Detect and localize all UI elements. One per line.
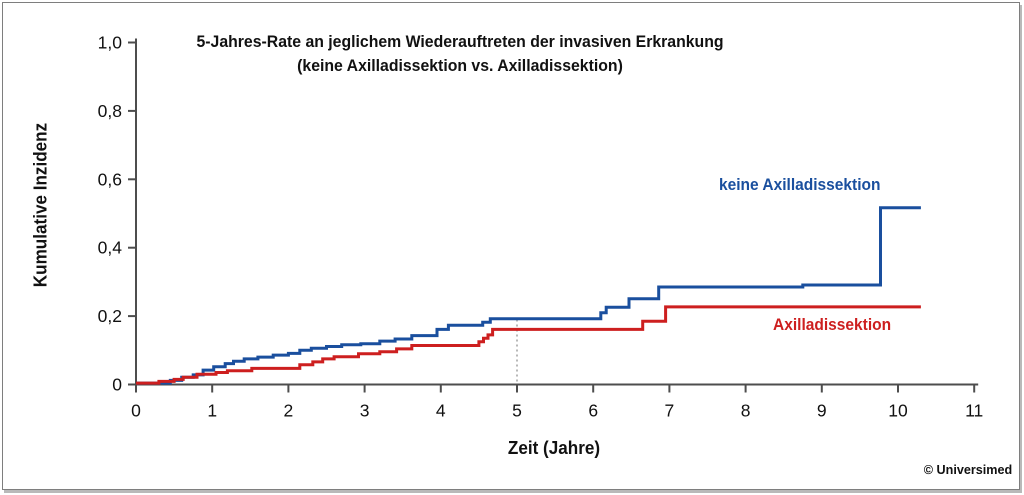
- y-tick-label: 0,4: [98, 238, 123, 258]
- y-tick-label: 0,8: [98, 101, 122, 121]
- x-axis-label: Zeit (Jahre): [507, 438, 601, 458]
- x-tick-label: 5: [512, 401, 522, 421]
- y-tick-label: 0,6: [98, 169, 122, 189]
- x-tick-label: 0: [131, 401, 141, 421]
- chart-title: 5-Jahres-Rate an jeglichem Wiederauftret…: [196, 30, 723, 78]
- y-tick-label: 1,0: [98, 33, 123, 53]
- curve-axilladissektion: [136, 305, 921, 385]
- x-tick-label: 4: [436, 401, 446, 421]
- series-label-keine-axilladissektion: keine Axilladissektion: [719, 176, 881, 194]
- x-tick-label: 8: [741, 401, 751, 421]
- x-tick-label: 11: [965, 401, 983, 421]
- y-tick-label: 0,2: [98, 306, 122, 326]
- y-tick-label: 0: [112, 375, 122, 395]
- x-tick-label: 1: [207, 401, 217, 421]
- x-tick-label: 10: [888, 401, 908, 421]
- x-tick-label: 3: [360, 401, 370, 421]
- x-tick-label: 7: [665, 401, 675, 421]
- chart-title-line2: (keine Axilladissektion vs. Axilladissek…: [297, 56, 623, 75]
- chart-title-line1: 5-Jahres-Rate an jeglichem Wiederauftret…: [196, 32, 724, 51]
- credit-text: © Universimed: [923, 462, 1012, 477]
- x-tick-label: 2: [284, 401, 294, 421]
- curve-keine-axilladissektion: [136, 206, 921, 385]
- x-tick-label: 6: [588, 401, 598, 421]
- series-label-axilladissektion: Axilladissektion: [773, 316, 892, 334]
- x-tick-label: 9: [817, 401, 827, 421]
